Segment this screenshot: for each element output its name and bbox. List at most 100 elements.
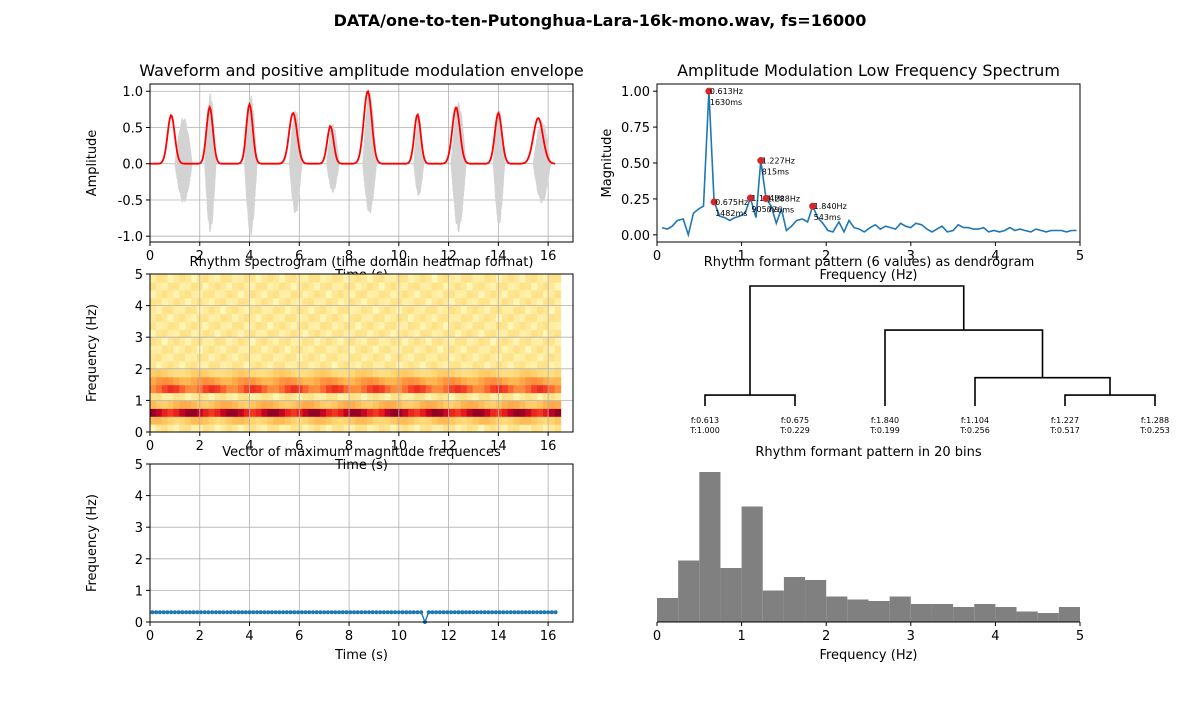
rhythm-spectrogram-cell: [525, 281, 532, 291]
rhythm-spectrogram-cell: [490, 400, 497, 409]
rhythm-spectrogram-cell: [255, 360, 263, 370]
rhythm-spectrogram-cell: [308, 274, 315, 283]
max-freq-vector-point: [240, 610, 245, 615]
rhythm-spectrogram-cell: [337, 400, 345, 409]
rhythm-spectrogram-cell: [513, 392, 521, 401]
rhythm-spectrogram-cell: [519, 376, 526, 386]
rhythm-spectrogram-cell: [325, 313, 333, 322]
rhythm-spectrogram-cell: [378, 313, 386, 322]
rhythm-spectrogram-cell: [320, 368, 327, 378]
max-freq-vector-point: [161, 610, 166, 615]
rhythm-spectrogram-cell: [478, 408, 485, 417]
max-freq-vector-point: [225, 610, 230, 615]
rhythm-spectrogram-cell: [496, 305, 503, 315]
rhythm-spectrogram-xtick-label: 6: [295, 439, 303, 454]
am-spectrum-ylabel: Magnitude: [600, 129, 615, 198]
rhythm-spectrogram-cell: [390, 400, 397, 409]
rhythm-spectrogram-cell: [185, 353, 192, 362]
rhythm-spectrogram-cell: [478, 368, 485, 378]
waveform-ytick-label: -0.5: [118, 194, 143, 209]
rhythm-spectrogram-cell: [484, 353, 491, 362]
rhythm-spectrogram-cell: [449, 408, 456, 417]
rhythm-spectrogram-cell: [314, 274, 321, 283]
rhythm-spectrogram-cell: [349, 376, 356, 386]
rhythm-spectrogram-cell: [513, 368, 521, 378]
rhythm-spectrogram-cell: [355, 337, 362, 346]
max-freq-vector-point: [359, 610, 364, 615]
rhythm-spectrogram-ytick-label: 4: [135, 300, 143, 315]
rhythm-spectrogram-cell: [378, 305, 386, 315]
max-freq-vector-point: [478, 610, 483, 615]
rhythm-spectrogram-cell: [349, 313, 356, 322]
rhythm-spectrogram-cell: [208, 337, 216, 346]
rhythm-spectrogram-cell: [349, 392, 356, 401]
rhythm-spectrogram-cell: [390, 345, 397, 354]
rhythm-spectrogram-cell: [191, 353, 198, 362]
rhythm-spectrogram-cell: [496, 337, 503, 346]
rhythm-spectrogram-cell: [202, 297, 210, 307]
rhythm-spectrogram-cell: [507, 400, 515, 409]
dendrogram-leaf-weight: T:0.253: [1139, 426, 1170, 435]
rhythm-spectrogram-cell: [150, 297, 157, 307]
rhythm-spectrogram-cell: [320, 297, 327, 307]
rhythm-spectrogram-cell: [337, 313, 345, 322]
rhythm-spectrogram-cell: [308, 337, 315, 346]
rhythm-spectrogram-cell: [419, 400, 427, 409]
rhythm-spectrogram-cell: [343, 392, 351, 401]
max-freq-vector-point: [217, 610, 222, 615]
rhythm-spectrogram-cell: [402, 321, 409, 330]
max-freq-vector-point: [284, 610, 289, 615]
max-freq-vector-point: [366, 610, 371, 615]
rhythm-spectrogram-cell: [173, 408, 180, 417]
histogram-xlabel: Frequency (Hz): [819, 648, 917, 663]
rhythm-spectrogram-cell: [466, 281, 474, 291]
rhythm-spectrogram-cell: [337, 408, 345, 417]
rhythm-spectrogram-cell: [396, 408, 403, 417]
rhythm-spectrogram-cell: [466, 337, 474, 346]
rhythm-spectrogram-cell: [408, 313, 415, 322]
rhythm-spectrogram-cell: [226, 321, 233, 330]
rhythm-spectrogram-cell: [314, 321, 321, 330]
rhythm-spectrogram-cell: [167, 416, 175, 425]
rhythm-spectrogram-cell: [460, 376, 468, 386]
rhythm-spectrogram-cell: [525, 392, 532, 401]
rhythm-spectrogram-cell: [419, 424, 427, 433]
rhythm-spectrogram-cell: [419, 345, 427, 354]
rhythm-spectrogram-cell: [167, 274, 175, 283]
rhythm-spectrogram-cell: [537, 289, 544, 299]
rhythm-spectrogram-cell: [537, 345, 544, 354]
rhythm-spectrogram-cell: [431, 289, 438, 299]
rhythm-spectrogram-cell: [472, 321, 480, 330]
rhythm-spectrogram-cell: [243, 289, 251, 299]
rhythm-spectrogram-cell: [308, 384, 315, 394]
rhythm-spectrogram-cell: [384, 305, 392, 315]
rhythm-spectrogram-cell: [554, 392, 562, 401]
rhythm-spectrogram-cell: [273, 416, 280, 425]
rhythm-spectrogram-cell: [554, 281, 562, 291]
rhythm-spectrogram-cell: [431, 376, 438, 386]
rhythm-spectrogram-cell: [290, 337, 298, 346]
rhythm-spectrogram-cell: [449, 329, 456, 338]
rhythm-spectrogram-cell: [548, 408, 556, 417]
rhythm-spectrogram-cell: [402, 329, 409, 338]
rhythm-spectrogram-cell: [531, 392, 538, 401]
rhythm-spectrogram-cell: [237, 313, 245, 322]
rhythm-spectrogram-cell: [361, 289, 368, 299]
rhythm-spectrogram-cell: [226, 416, 233, 425]
rhythm-spectrogram-cell: [419, 281, 427, 291]
rhythm-spectrogram-cell: [437, 384, 444, 394]
am-spectrum-peak-period-label: 905ms: [751, 205, 778, 214]
rhythm-spectrogram-cell: [267, 368, 274, 378]
rhythm-spectrogram-cell: [314, 376, 321, 386]
rhythm-spectrogram-cell: [425, 313, 433, 322]
rhythm-spectrogram-cell: [237, 400, 245, 409]
rhythm-spectrogram-cell: [261, 321, 268, 330]
rhythm-spectrogram-cell: [155, 408, 163, 417]
rhythm-spectrogram-cell: [302, 400, 309, 409]
rhythm-spectrogram-cell: [443, 321, 450, 330]
rhythm-spectrogram-cell: [173, 274, 180, 283]
rhythm-spectrogram-cell: [501, 416, 509, 425]
rhythm-spectrogram-cell: [167, 281, 175, 291]
rhythm-spectrogram-cell: [279, 274, 286, 283]
rhythm-spectrogram-cell: [343, 400, 351, 409]
